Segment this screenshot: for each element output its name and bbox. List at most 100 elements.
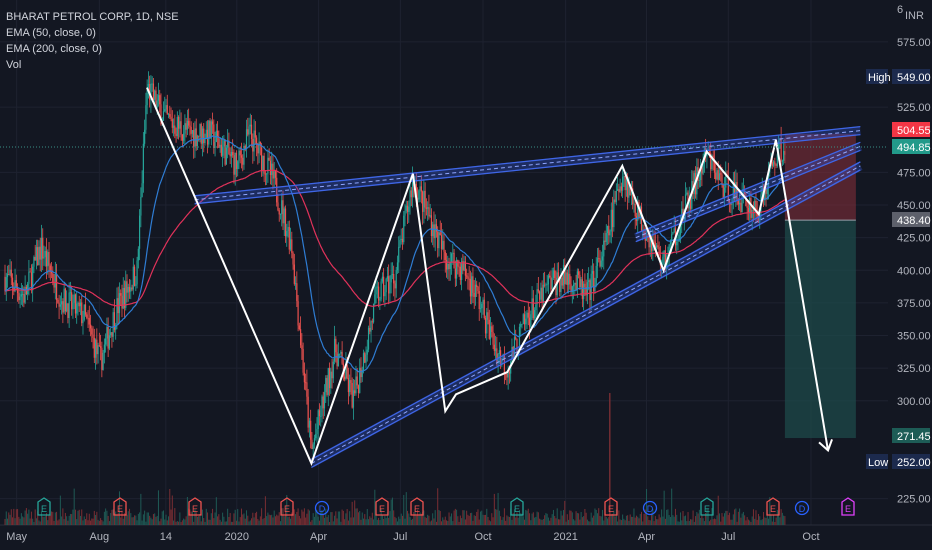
volume-bar <box>190 511 192 525</box>
earnings-icon[interactable]: E <box>113 497 127 516</box>
candle-body <box>526 312 528 319</box>
volume-bar <box>52 511 54 525</box>
volume-bar <box>781 512 783 525</box>
earnings-icon[interactable]: E <box>375 497 389 516</box>
candle-body <box>653 239 655 242</box>
candle-body <box>87 317 89 319</box>
candle-body <box>746 206 748 208</box>
candle-body <box>438 232 440 249</box>
earnings-icon[interactable]: E <box>37 497 51 516</box>
earnings-icon[interactable]: E <box>510 497 524 516</box>
volume-bar <box>464 519 466 525</box>
volume-bar <box>164 519 166 525</box>
trendline-channels[interactable] <box>194 125 863 468</box>
candle-body <box>464 261 466 276</box>
candle-body <box>58 302 60 307</box>
dividend-icon[interactable]: D <box>794 500 810 516</box>
volume-bar <box>512 513 514 525</box>
volume-bar <box>176 521 178 525</box>
long-short-position-tool[interactable] <box>784 133 856 439</box>
candle-body <box>74 294 77 314</box>
candle-body <box>595 265 597 285</box>
zigzag-pattern-line[interactable] <box>146 87 829 467</box>
candle-body <box>567 273 570 285</box>
profit-zone[interactable] <box>784 133 856 221</box>
earnings-icon[interactable]: E <box>188 497 202 516</box>
earnings-icon[interactable]: E <box>604 497 618 516</box>
candle-body <box>96 339 98 355</box>
candle-body <box>122 288 124 309</box>
candle-body <box>317 410 319 430</box>
volume-bar <box>463 510 465 525</box>
volume-bar <box>19 518 21 525</box>
candle-body <box>535 304 537 310</box>
volume-bar <box>162 510 164 525</box>
volume-bar <box>419 512 421 525</box>
volume-bar <box>474 516 476 525</box>
candle-body <box>648 237 650 248</box>
candle-body <box>486 312 488 334</box>
volume-bar <box>554 515 556 525</box>
candle-body <box>689 197 692 209</box>
volume-bar <box>303 508 305 525</box>
candle-body <box>447 263 449 270</box>
volume-bar <box>776 509 778 525</box>
candle-body <box>39 246 41 260</box>
volume-bar <box>516 512 518 525</box>
earnings-icon[interactable]: E <box>280 497 294 516</box>
channel-edge <box>635 141 861 235</box>
volume-bar <box>108 521 110 525</box>
candle-body <box>264 173 266 175</box>
candle-body <box>657 245 659 248</box>
volume-bar <box>76 519 78 525</box>
candle-body <box>654 241 656 248</box>
volume-bar <box>44 516 46 525</box>
candle-body <box>269 160 272 176</box>
earnings-icon[interactable]: E <box>700 497 714 516</box>
candle-body <box>722 184 724 199</box>
volume-bar <box>681 520 683 525</box>
candle-body <box>130 287 132 292</box>
volume-bar <box>213 518 215 525</box>
candle-body <box>346 364 348 379</box>
volume-bar <box>310 521 312 525</box>
candle-body <box>19 296 21 301</box>
earnings-icon[interactable]: E <box>410 497 424 516</box>
volume-bar <box>591 517 593 525</box>
candle-body <box>427 207 429 209</box>
volume-bar <box>230 521 232 525</box>
volume-bar <box>637 516 639 525</box>
volume-bar <box>642 521 644 525</box>
time-axis[interactable]: May Aug 14 2020 Apr Jul Oct 2021 Apr Jul Oct <box>6 531 819 543</box>
volume-bar <box>784 516 786 525</box>
candle-body <box>642 229 644 231</box>
candle-body <box>406 205 409 212</box>
candle-body <box>578 271 580 275</box>
candle-body <box>385 278 387 293</box>
dividend-icon[interactable]: D <box>642 500 658 516</box>
candle-body <box>502 354 504 360</box>
volume-bar <box>563 510 565 525</box>
volume-bar <box>399 518 401 525</box>
volume-bar <box>595 509 597 525</box>
candle-body <box>144 129 146 144</box>
volume-bar <box>106 510 108 525</box>
volume-bar <box>152 514 154 525</box>
candle-body <box>433 224 435 239</box>
volume-bar <box>779 517 781 525</box>
dividend-icon[interactable]: D <box>314 500 330 516</box>
candle-body <box>512 347 514 360</box>
y-tick-label: 525.00 <box>897 102 931 114</box>
candle-body <box>108 335 111 349</box>
channel-edge <box>194 125 861 197</box>
volume-bar <box>501 519 503 525</box>
candle-body <box>171 119 173 128</box>
earnings-icon[interactable]: E <box>766 497 780 516</box>
price-axis[interactable]: 6 INR 575.00 525.00 475.00 450.00 425.00 400.… <box>866 4 931 506</box>
volume-bar <box>214 512 216 525</box>
volume-bar <box>471 512 473 525</box>
volume-bar <box>434 510 436 525</box>
earnings-icon[interactable]: E <box>841 497 855 516</box>
